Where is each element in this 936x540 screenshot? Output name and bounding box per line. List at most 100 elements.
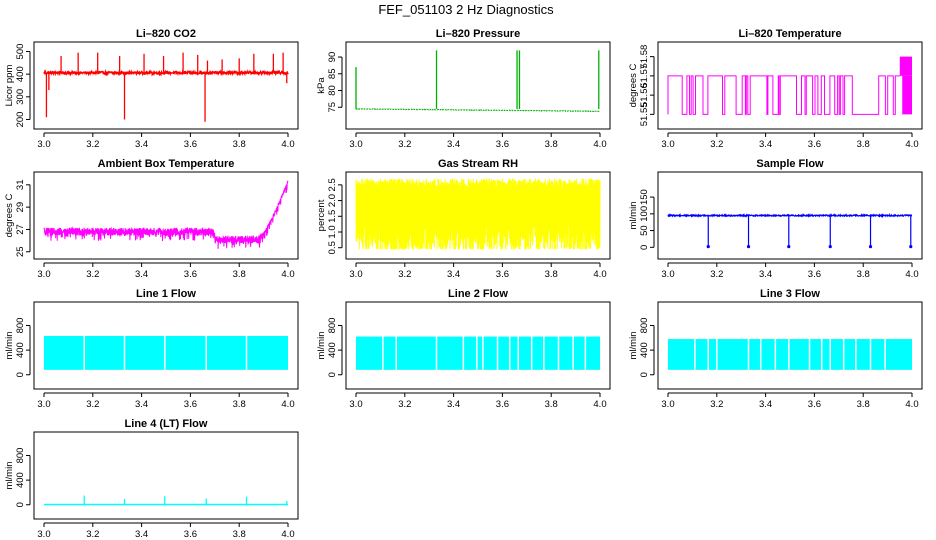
y-tick-label-rh-0: 0.5 bbox=[327, 241, 338, 254]
panel-co2: Li–820 CO2 Licor ppm 3.0 3.2 3.4 3.6 3.8 4.0 200… bbox=[4, 28, 299, 150]
ylabel-box_temp: degrees C bbox=[4, 193, 15, 237]
x-tick-label-box_temp-0: 3.0 bbox=[37, 269, 50, 280]
y-tick-label-box_temp-2: 29 bbox=[15, 202, 26, 213]
y-tick-label-box_temp-1: 27 bbox=[15, 224, 26, 235]
y-tick-label-licor_temp-1: 51.56 bbox=[639, 83, 650, 107]
y-tick-label-pressure-3: 90 bbox=[327, 52, 338, 63]
x-tick-label-pressure-1: 3.2 bbox=[398, 139, 411, 150]
x-tick-label-line1-5: 4.0 bbox=[281, 399, 294, 410]
y-tick-label-rh-1: 1.0 bbox=[327, 225, 338, 238]
ylabel-sample_flow: ml/min bbox=[628, 202, 639, 230]
end-block-licor_temp bbox=[902, 75, 912, 115]
ylabel-line1: ml/min bbox=[4, 332, 15, 360]
panel-title-line4: Line 4 (LT) Flow bbox=[125, 418, 208, 430]
figure-title: FEF_051103 2 Hz Diagnostics bbox=[378, 2, 554, 17]
x-tick-label-licor_temp-2: 3.4 bbox=[759, 139, 772, 150]
panel-line2: Line 2 Flow ml/min 3.0 3.2 3.4 3.6 3.8 4.0 0 400 8… bbox=[316, 288, 611, 410]
panel-rh: Gas Stream RH percent 3.0 3.2 3.4 3.6 3.8 4.0 0.… bbox=[316, 158, 611, 280]
panel-title-line3: Line 3 Flow bbox=[760, 288, 820, 300]
series-line-co2 bbox=[43, 68, 289, 77]
panel-title-co2: Li–820 CO2 bbox=[136, 28, 196, 40]
frame-line2 bbox=[345, 301, 611, 390]
y-tick-label-line3-0: 0 bbox=[639, 372, 650, 377]
x-tick-label-line1-2: 3.4 bbox=[135, 399, 148, 410]
x-tick-label-rh-4: 3.8 bbox=[545, 269, 558, 280]
series-line-rh bbox=[355, 178, 601, 250]
x-tick-label-licor_temp-0: 3.0 bbox=[661, 139, 674, 150]
x-tick-label-pressure-5: 4.0 bbox=[593, 139, 606, 150]
y-tick-label-line2-2: 800 bbox=[327, 318, 338, 334]
panel-title-sample_flow: Sample Flow bbox=[756, 158, 824, 170]
x-tick-label-box_temp-3: 3.6 bbox=[184, 269, 197, 280]
x-tick-label-rh-2: 3.4 bbox=[447, 269, 460, 280]
series-line-pressure bbox=[355, 108, 601, 113]
series-line-box_temp bbox=[43, 180, 289, 249]
plot-area-co2 bbox=[43, 52, 289, 122]
y-tick-label-line1-2: 800 bbox=[15, 318, 26, 334]
x-tick-label-licor_temp-3: 3.6 bbox=[808, 139, 821, 150]
x-tick-label-line4-2: 3.4 bbox=[135, 529, 148, 540]
x-tick-label-sample_flow-5: 4.0 bbox=[905, 269, 918, 280]
frame-line4 bbox=[33, 431, 299, 520]
x-tick-label-line4-4: 3.8 bbox=[233, 529, 246, 540]
x-tick-label-co2-1: 3.2 bbox=[86, 139, 99, 150]
plot-area-licor_temp bbox=[667, 56, 912, 115]
x-tick-label-line3-2: 3.4 bbox=[759, 399, 772, 410]
ylabel-rh: percent bbox=[316, 199, 327, 231]
dip-point-sample_flow-0 bbox=[706, 245, 710, 249]
x-tick-label-box_temp-4: 3.8 bbox=[233, 269, 246, 280]
panel-title-licor_temp: Li–820 Temperature bbox=[738, 28, 841, 40]
panels-container: Li–820 CO2 Licor ppm 3.0 3.2 3.4 3.6 3.8 4.0 200… bbox=[4, 28, 923, 540]
x-tick-label-line4-5: 4.0 bbox=[281, 529, 294, 540]
y-tick-label-licor_temp-0: 51.55 bbox=[639, 102, 650, 126]
y-tick-label-line4-0: 0 bbox=[15, 502, 26, 507]
x-tick-label-sample_flow-4: 3.8 bbox=[857, 269, 870, 280]
plot-area-rh bbox=[355, 178, 601, 250]
x-tick-label-line3-3: 3.6 bbox=[808, 399, 821, 410]
x-tick-label-line3-1: 3.2 bbox=[710, 399, 723, 410]
y-tick-label-line3-1: 400 bbox=[639, 342, 650, 358]
dip-point-sample_flow-4 bbox=[868, 245, 873, 249]
x-tick-label-co2-4: 3.8 bbox=[233, 139, 246, 150]
frame-box_temp bbox=[33, 171, 299, 260]
y-tick-label-sample_flow-2: 100 bbox=[639, 206, 650, 222]
y-tick-label-co2-3: 500 bbox=[15, 44, 26, 60]
ylabel-licor_temp: degrees C bbox=[628, 63, 639, 107]
series-step-licor_temp bbox=[667, 75, 901, 115]
y-tick-label-box_temp-0: 25 bbox=[15, 246, 26, 257]
panel-title-line2: Line 2 Flow bbox=[448, 288, 508, 300]
y-tick-label-pressure-0: 75 bbox=[327, 102, 338, 113]
y-tick-label-line4-2: 800 bbox=[15, 448, 26, 464]
frame-line1 bbox=[33, 301, 299, 390]
panel-title-pressure: Li–820 Pressure bbox=[436, 28, 520, 40]
ylabel-pressure: kPa bbox=[316, 77, 327, 94]
x-tick-label-box_temp-2: 3.4 bbox=[135, 269, 148, 280]
plot-area-box_temp bbox=[43, 180, 289, 249]
x-tick-label-line1-1: 3.2 bbox=[86, 399, 99, 410]
y-tick-label-sample_flow-3: 150 bbox=[639, 189, 650, 205]
x-tick-label-line4-3: 3.6 bbox=[184, 529, 197, 540]
x-tick-label-line3-0: 3.0 bbox=[661, 399, 674, 410]
x-tick-label-pressure-4: 3.8 bbox=[545, 139, 558, 150]
x-tick-label-box_temp-5: 4.0 bbox=[281, 269, 294, 280]
y-tick-label-rh-3: 2.0 bbox=[327, 194, 338, 207]
y-tick-label-line2-0: 0 bbox=[327, 372, 338, 377]
x-tick-label-line1-3: 3.6 bbox=[184, 399, 197, 410]
x-tick-label-box_temp-1: 3.2 bbox=[86, 269, 99, 280]
x-tick-label-rh-1: 3.2 bbox=[398, 269, 411, 280]
x-tick-label-co2-3: 3.6 bbox=[184, 139, 197, 150]
x-tick-label-line2-3: 3.6 bbox=[496, 399, 509, 410]
plot-area-line2 bbox=[356, 335, 600, 371]
x-tick-label-line1-0: 3.0 bbox=[37, 399, 50, 410]
panel-licor_temp: Li–820 Temperature degrees C 3.0 3.2 3.4 3.6 3… bbox=[628, 28, 923, 150]
frame-pressure bbox=[345, 41, 611, 130]
ylabel-line2: ml/min bbox=[316, 332, 327, 360]
plot-area-line3 bbox=[668, 338, 912, 371]
panel-line3: Line 3 Flow ml/min 3.0 3.2 3.4 3.6 3.8 4.0 0 400 8… bbox=[628, 288, 923, 410]
series-line-sample_flow bbox=[667, 212, 913, 219]
panel-title-rh: Gas Stream RH bbox=[438, 158, 518, 170]
panel-box_temp: Ambient Box Temperature degrees C 3.0 3.2 3.… bbox=[4, 158, 299, 280]
plot-area-line1 bbox=[44, 334, 288, 371]
dip-point-sample_flow-1 bbox=[746, 245, 751, 249]
y-tick-label-rh-2: 1.5 bbox=[327, 210, 338, 223]
